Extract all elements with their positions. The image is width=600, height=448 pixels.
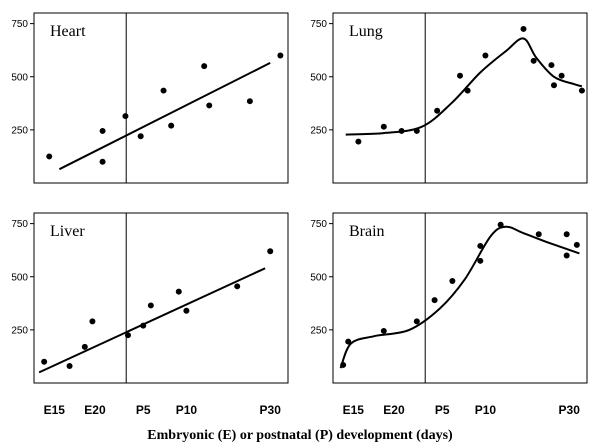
fit-line (38, 267, 266, 374)
y-tick-label: 500 (310, 72, 327, 83)
data-point (234, 283, 241, 290)
x-tick-label: P10 (176, 403, 198, 417)
data-point (183, 307, 190, 314)
fit-line (58, 62, 271, 171)
data-point (140, 322, 147, 329)
data-point (340, 361, 347, 368)
x-axis-label: Embryonic (E) or postnatal (P) developme… (147, 428, 453, 443)
data-point (380, 327, 387, 334)
data-point (530, 57, 537, 64)
data-point (477, 257, 484, 264)
data-point (550, 82, 557, 89)
y-tick-label: 250 (310, 125, 327, 136)
panel-1: 250 500 750 Lung (310, 12, 588, 184)
data-point (520, 25, 527, 32)
data-point (46, 153, 53, 160)
data-point (431, 297, 438, 304)
data-point (449, 278, 456, 284)
data-point (66, 363, 73, 369)
data-point (168, 122, 175, 129)
y-tick-label: 250 (11, 125, 28, 136)
x-tick-label: E20 (84, 403, 106, 417)
data-point (380, 123, 387, 130)
data-point (578, 87, 585, 94)
data-point (277, 52, 284, 59)
x-tick-label: P5 (136, 403, 151, 417)
panel-frame (332, 212, 588, 384)
data-point (175, 288, 182, 295)
data-point (548, 62, 555, 69)
data-point (147, 302, 154, 309)
data-point (41, 358, 48, 365)
data-point (201, 63, 208, 70)
data-point (434, 107, 441, 114)
panel-title: Liver (50, 223, 85, 240)
data-point (137, 133, 144, 140)
panel-frame (332, 12, 588, 184)
panel-title: Lung (349, 23, 383, 40)
data-point (535, 231, 542, 238)
y-tick-label: 250 (11, 325, 28, 336)
data-point (563, 252, 570, 259)
data-point (267, 248, 274, 255)
data-point (345, 338, 352, 345)
panel-title: Brain (349, 223, 385, 240)
fit-line (345, 37, 583, 136)
y-tick-label: 750 (310, 19, 327, 30)
data-point (122, 113, 129, 120)
panel-title: Heart (50, 23, 86, 40)
y-tick-label: 250 (310, 325, 327, 336)
data-point (413, 127, 420, 134)
data-point (497, 221, 504, 228)
x-tick-label: E20 (383, 403, 405, 417)
x-tick-label: P30 (260, 403, 282, 417)
panel-2: 250 500 750 Liver (11, 212, 289, 384)
x-tick-label: P30 (559, 403, 581, 417)
x-tick-label: P5 (435, 403, 450, 417)
data-point (99, 158, 106, 165)
fit-line (339, 225, 580, 369)
data-point (89, 318, 96, 325)
data-point (457, 72, 463, 79)
data-point (464, 87, 471, 94)
x-tick-label: E15 (343, 403, 365, 417)
data-point (563, 231, 570, 238)
data-point (99, 127, 106, 134)
data-point (246, 98, 253, 105)
data-point (482, 52, 489, 59)
data-point (206, 102, 213, 109)
panel-0: 250 500 750 Heart (11, 12, 289, 184)
y-tick-label: 500 (11, 72, 28, 83)
data-point (477, 242, 484, 249)
y-tick-label: 750 (11, 19, 28, 30)
y-tick-label: 750 (11, 219, 28, 230)
y-tick-label: 500 (11, 272, 28, 283)
panel-3: 250 500 750 Brain (310, 212, 588, 384)
panel-frame (33, 212, 289, 384)
data-point (413, 318, 420, 325)
x-tick-label: P10 (475, 403, 497, 417)
data-point (398, 127, 405, 134)
y-tick-label: 750 (310, 219, 327, 230)
y-tick-label: 500 (310, 272, 327, 283)
x-tick-label: E15 (44, 403, 66, 417)
data-point (81, 343, 88, 350)
data-point (355, 138, 362, 145)
data-point (573, 241, 580, 248)
data-point (558, 72, 565, 79)
panel-frame (33, 12, 289, 184)
data-point (160, 87, 167, 94)
data-point (124, 332, 131, 339)
